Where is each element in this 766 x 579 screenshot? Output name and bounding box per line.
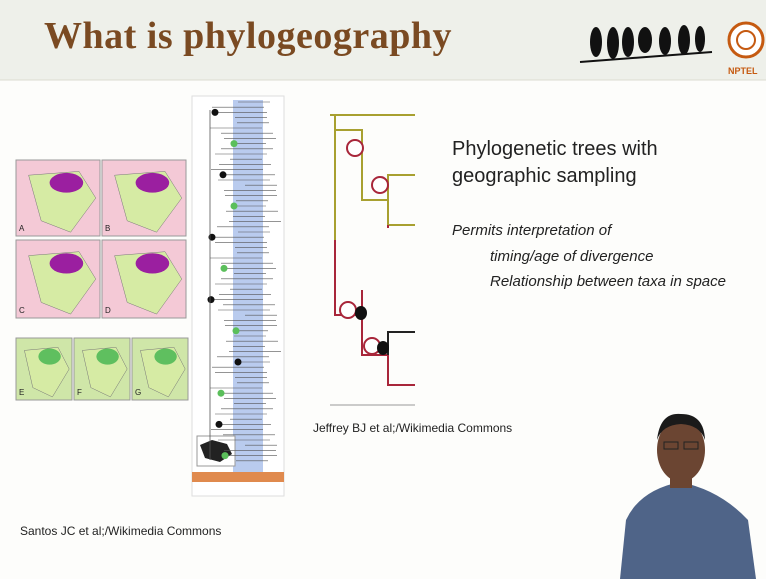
tree-node bbox=[231, 140, 238, 147]
tree-node bbox=[220, 171, 227, 178]
panel-label: D bbox=[105, 306, 111, 315]
tree-node bbox=[231, 203, 238, 210]
lead-text: Permits interpretation of bbox=[452, 222, 611, 239]
panel-label: E bbox=[19, 388, 24, 397]
heading: Phylogenetic trees with geographic sampl… bbox=[452, 136, 752, 190]
tree-node bbox=[216, 421, 223, 428]
nptel-logo bbox=[729, 23, 763, 57]
tree-node bbox=[222, 452, 229, 459]
map-region bbox=[136, 253, 170, 273]
map-region bbox=[154, 349, 176, 365]
tree-diagram bbox=[330, 115, 415, 405]
tree-node bbox=[208, 296, 215, 303]
panel-label: A bbox=[19, 224, 25, 233]
map-region bbox=[50, 173, 84, 193]
image-credit: Jeffrey BJ et al;/Wikimedia Commons bbox=[313, 421, 512, 435]
logo-text: NPTEL bbox=[728, 66, 758, 76]
slide: A B C D E F G What is phylogeography NPTEL Phy… bbox=[0, 0, 766, 579]
tree-node bbox=[233, 327, 240, 334]
phylogeny-figure bbox=[192, 96, 284, 496]
bullet-point: timing/age of divergence bbox=[490, 248, 653, 265]
image-credit: Santos JC et al;/Wikimedia Commons bbox=[20, 524, 221, 538]
map-region bbox=[50, 253, 84, 273]
tree-node bbox=[209, 234, 216, 241]
tree-node bbox=[221, 265, 228, 272]
panel-label: F bbox=[77, 388, 82, 397]
bullet-point: Relationship between taxa in space bbox=[490, 273, 726, 290]
map-region bbox=[96, 349, 118, 365]
tree-node bbox=[235, 359, 242, 366]
map-region bbox=[136, 173, 170, 193]
map-region bbox=[38, 349, 60, 365]
panel-label: G bbox=[135, 388, 141, 397]
tree-node bbox=[218, 390, 225, 397]
tree-node bbox=[212, 109, 219, 116]
slide-title: What is phylogeography bbox=[44, 14, 452, 58]
map-figure: A B C D E F G bbox=[16, 160, 188, 400]
panel-label: B bbox=[105, 224, 110, 233]
panel-label: C bbox=[19, 306, 25, 315]
presenter bbox=[620, 414, 756, 579]
